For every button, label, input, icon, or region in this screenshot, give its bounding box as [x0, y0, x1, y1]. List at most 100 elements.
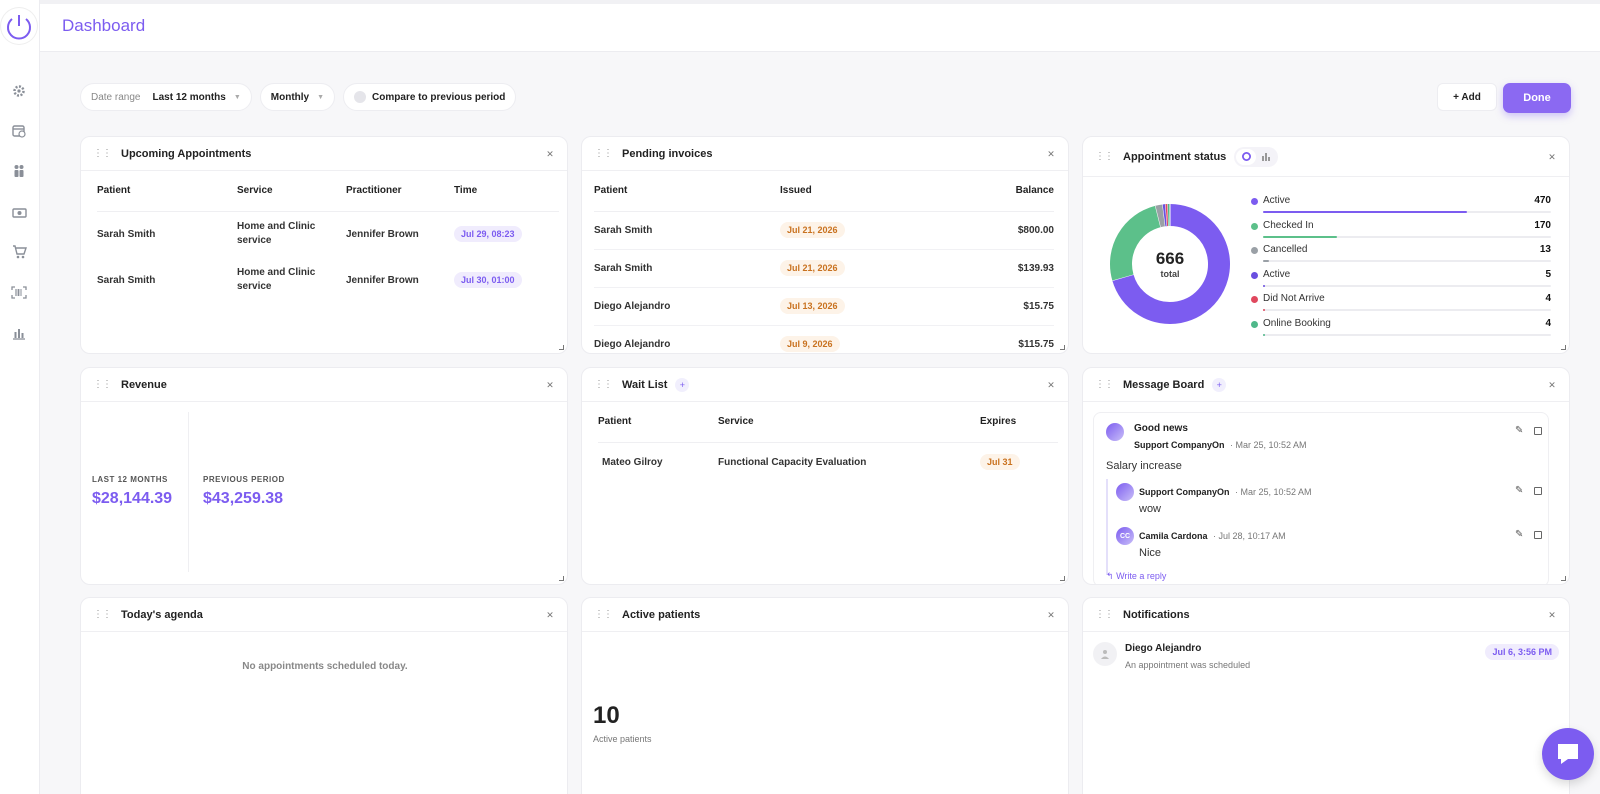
close-icon[interactable]: ✕ [1047, 609, 1055, 620]
drag-handle-icon[interactable]: ⋮⋮ [594, 147, 613, 159]
people-icon[interactable] [10, 162, 28, 180]
card-title: Pending invoices [622, 147, 713, 160]
donut-slice [1110, 205, 1162, 281]
close-icon[interactable]: ✕ [1047, 148, 1055, 159]
drag-handle-icon[interactable]: ⋮⋮ [93, 608, 112, 620]
money-icon[interactable] [10, 204, 28, 222]
service-cell: Home and Clinic service [237, 221, 316, 247]
compare-checkbox[interactable] [354, 91, 367, 103]
current-revenue: LAST 12 MONTHS $28,144.39 [92, 475, 172, 508]
done-button[interactable]: Done [1503, 83, 1571, 113]
add-icon[interactable]: + [675, 377, 690, 392]
donut-center: 666 total [1105, 249, 1235, 279]
resize-handle[interactable] [559, 345, 564, 350]
close-icon[interactable]: ✕ [546, 379, 554, 390]
legend-value: 13 [1539, 244, 1551, 255]
legend-value: 4 [1545, 293, 1551, 304]
write-reply-label: Write a reply [1116, 571, 1167, 581]
close-icon[interactable]: ✕ [1548, 379, 1556, 390]
previous-revenue-label: PREVIOUS PERIOD [203, 475, 285, 484]
drag-handle-icon[interactable]: ⋮⋮ [93, 378, 112, 390]
chevron-down-icon: ▼ [233, 93, 241, 101]
interval-select[interactable]: Monthly ▼ [259, 83, 336, 111]
calendar-clock-icon[interactable] [10, 122, 28, 140]
table-row[interactable]: Sarah Smith Home and Clinic service Jenn… [97, 211, 559, 257]
column-header: Service [237, 171, 346, 212]
reply-body: wow [1139, 503, 1162, 515]
legend-bar-fill [1263, 235, 1337, 238]
message-board-card: ⋮⋮ Message Board + ✕ Good news Support C… [1082, 367, 1570, 585]
date-range-label: Date range [91, 91, 141, 103]
current-revenue-label: LAST 12 MONTHS [92, 475, 168, 484]
table-row[interactable]: Diego Alejandro Jul 9, 2026 $115.75 [594, 325, 1054, 353]
legend-item: Online Booking 4 [1251, 316, 1551, 340]
reply-meta: Camila Cardona · Jul 28, 10:17 AM [1139, 531, 1286, 541]
app-logo[interactable] [1, 8, 37, 44]
compare-toggle[interactable]: Compare to previous period [343, 83, 517, 111]
resize-handle[interactable] [559, 576, 564, 581]
archive-icon[interactable] [1534, 427, 1542, 435]
avatar [1106, 423, 1124, 441]
drag-handle-icon[interactable]: ⋮⋮ [1095, 150, 1114, 162]
close-icon[interactable]: ✕ [1548, 609, 1556, 620]
archive-icon[interactable] [1534, 487, 1542, 495]
barcode-icon[interactable] [10, 283, 28, 301]
table-row[interactable]: Sarah Smith Jul 21, 2026 $800.00 [594, 211, 1054, 249]
drag-handle-icon[interactable]: ⋮⋮ [1095, 378, 1114, 390]
close-icon[interactable]: ✕ [546, 148, 554, 159]
column-header: Practitioner [346, 171, 454, 212]
table-row[interactable]: Mateo Gilroy Functional Capacity Evaluat… [598, 442, 1058, 482]
legend-bar-fill [1263, 333, 1265, 336]
legend-label: Online Booking [1263, 317, 1331, 329]
card-title: Upcoming Appointments [121, 147, 252, 160]
close-icon[interactable]: ✕ [546, 609, 554, 620]
chat-button[interactable] [1542, 728, 1594, 780]
time-badge: Jul 30, 01:00 [454, 272, 522, 288]
legend-dot [1251, 222, 1258, 230]
patient-cell: Diego Alejandro [594, 338, 671, 350]
drag-handle-icon[interactable]: ⋮⋮ [1095, 608, 1114, 620]
close-icon[interactable]: ✕ [1548, 151, 1556, 162]
cart-icon[interactable] [10, 243, 28, 261]
legend-item: Cancelled 13 [1251, 242, 1551, 266]
table-row[interactable]: Sarah Smith Home and Clinic service Jenn… [97, 257, 559, 303]
table-row[interactable]: Diego Alejandro Jul 13, 2026 $15.75 [594, 287, 1054, 325]
drag-handle-icon[interactable]: ⋮⋮ [594, 608, 613, 620]
card-header: ⋮⋮ Active patients ✕ [582, 598, 1068, 632]
resize-handle[interactable] [1561, 345, 1566, 350]
card-title: Appointment status [1123, 150, 1227, 163]
write-reply-link[interactable]: ↰ Write a reply [1106, 571, 1166, 582]
legend-value: 170 [1534, 219, 1551, 231]
card-header: ⋮⋮ Revenue ✕ [81, 368, 567, 402]
edit-icon[interactable]: ✎ [1515, 425, 1524, 436]
pie-chart-icon[interactable] [1236, 148, 1257, 165]
bar-chart-icon[interactable] [10, 324, 28, 342]
date-range-select[interactable]: Date range Last 12 months ▼ [80, 83, 252, 111]
legend-dot [1251, 247, 1258, 254]
drag-handle-icon[interactable]: ⋮⋮ [93, 147, 112, 159]
table-row[interactable]: Sarah Smith Jul 21, 2026 $139.93 [594, 249, 1054, 287]
bar-chart-icon[interactable] [1256, 149, 1276, 165]
chevron-down-icon: ▼ [317, 93, 325, 101]
filter-bar: Date range Last 12 months ▼ Monthly ▼ Co… [80, 83, 517, 111]
drag-handle-icon[interactable]: ⋮⋮ [594, 378, 613, 390]
edit-icon[interactable]: ✎ [1515, 485, 1524, 496]
gear-icon[interactable] [10, 82, 28, 100]
reply-arrow-icon: ↰ [1106, 571, 1114, 581]
post-date: · Mar 25, 10:52 AM [1230, 440, 1307, 450]
add-widget-button[interactable]: + Add [1437, 83, 1497, 111]
card-header: ⋮⋮ Pending invoices ✕ [582, 137, 1068, 171]
archive-icon[interactable] [1534, 531, 1542, 539]
notifications-card: ⋮⋮ Notifications ✕ Diego Alejandro An ap… [1082, 597, 1570, 794]
resize-handle[interactable] [1561, 576, 1566, 581]
reply-meta: Support CompanyOn · Mar 25, 10:52 AM [1139, 487, 1312, 497]
close-icon[interactable]: ✕ [1047, 379, 1055, 390]
add-icon[interactable]: + [1212, 377, 1227, 392]
resize-handle[interactable] [1060, 576, 1065, 581]
card-header: ⋮⋮ Notifications ✕ [1083, 598, 1569, 632]
edit-icon[interactable]: ✎ [1515, 529, 1524, 540]
notification-time-badge: Jul 6, 3:56 PM [1485, 644, 1559, 660]
resize-handle[interactable] [1060, 345, 1065, 350]
balance-cell: $139.93 [1017, 262, 1054, 274]
column-header: Patient [598, 402, 718, 443]
